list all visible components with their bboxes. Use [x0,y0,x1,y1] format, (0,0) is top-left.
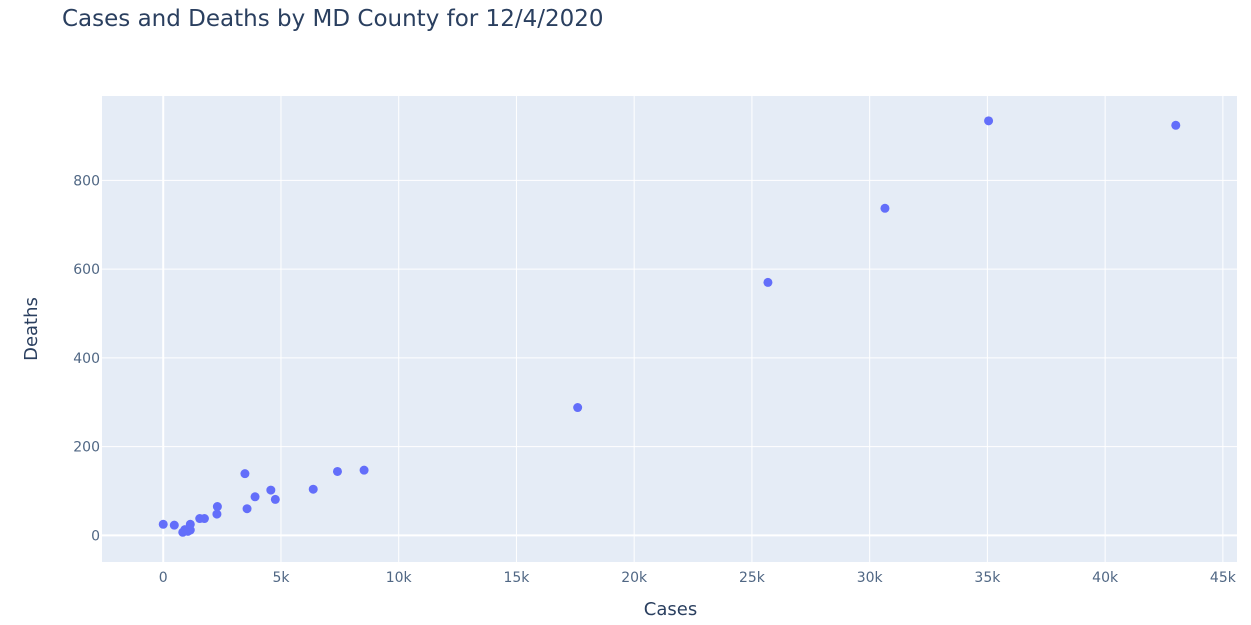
x-tick-label: 25k [739,570,766,586]
data-point[interactable] [763,277,773,287]
x-tick-label: 30k [857,570,884,586]
data-point[interactable] [242,504,252,514]
data-point[interactable] [573,403,583,413]
data-point[interactable] [359,465,369,475]
data-point[interactable] [250,492,260,502]
data-point[interactable] [240,469,250,479]
data-point[interactable] [332,466,342,476]
chart-title: Cases and Deaths by MD County for 12/4/2… [62,6,604,32]
y-tick-label: 400 [73,351,100,367]
grid-lines [102,96,1237,562]
y-tick-label: 600 [73,262,100,278]
x-axis-title: Cases [644,599,697,620]
x-tick-label: 15k [503,570,530,586]
data-point[interactable] [185,519,195,529]
plot-area [102,96,1237,562]
data-point[interactable] [984,116,994,126]
y-tick-label: 0 [91,528,100,544]
x-tick-label: 35k [974,570,1001,586]
x-tick-label: 40k [1092,570,1119,586]
x-tick-label: 10k [386,570,413,586]
tick-labels: 0 5k 10k 15k 20k 25k 30k 35k 40k 45k 0 200 400 600 800 [73,173,1236,586]
data-point[interactable] [158,519,168,529]
x-tick-label: 45k [1210,570,1237,586]
x-tick-label: 0 [159,570,168,586]
x-tick-label: 20k [621,570,648,586]
data-point[interactable] [199,514,209,524]
y-axis-title: Deaths [21,297,42,361]
data-point[interactable] [308,484,318,494]
x-tick-label: 5k [272,570,290,586]
y-tick-label: 200 [73,440,100,456]
data-point[interactable] [212,502,222,512]
data-point[interactable] [266,485,276,495]
data-points [158,116,1181,537]
data-point[interactable] [169,520,179,530]
y-tick-label: 800 [73,173,100,189]
data-point[interactable] [880,203,890,213]
data-point[interactable] [1171,120,1181,130]
data-point[interactable] [212,509,222,519]
data-point[interactable] [270,494,280,504]
